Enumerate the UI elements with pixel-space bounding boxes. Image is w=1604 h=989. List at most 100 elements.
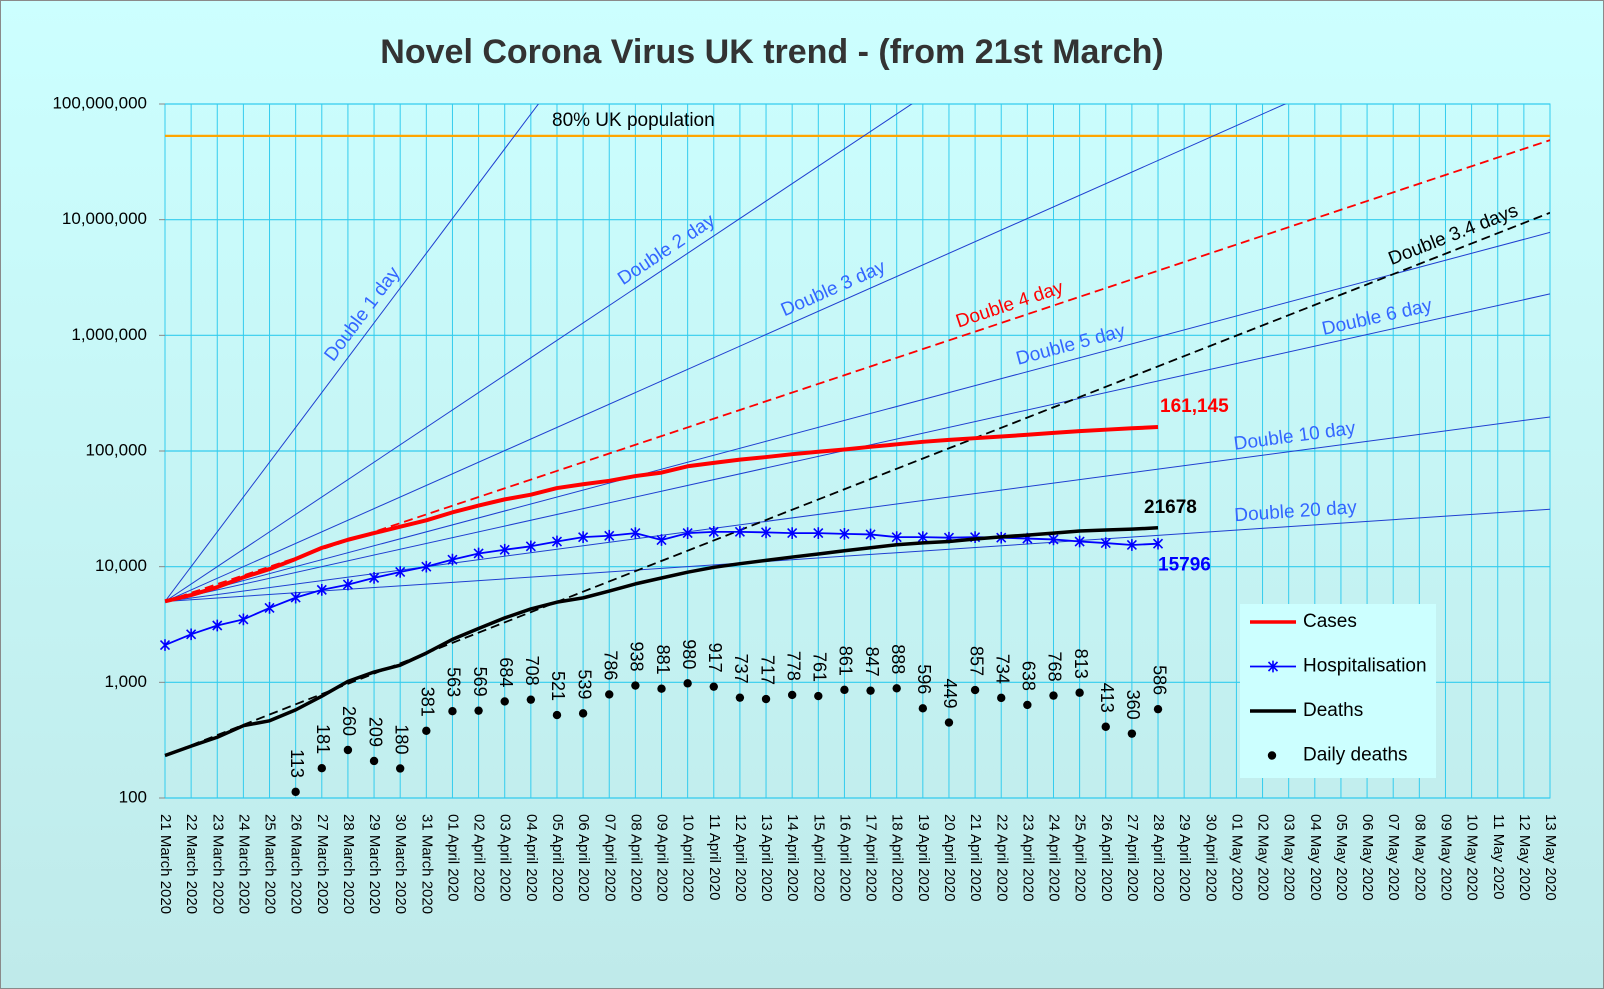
axes: 21 March 2020 22 March 2020 23 March 2020 2… <box>52 93 1559 914</box>
daily-death-dot <box>1023 700 1032 710</box>
end-label: 21678 <box>1144 497 1197 518</box>
legend: Cases Hospitalisation Deaths Daily deaths <box>1240 604 1436 778</box>
x-tick-label: 05 April 2020 <box>549 814 566 902</box>
star-marker <box>656 534 667 546</box>
data-label: 717 <box>757 655 777 685</box>
legend-box <box>1240 604 1436 778</box>
x-tick-label: 30 April 2020 <box>1202 814 1219 902</box>
series: 113 181 260 209 180 381 563 569 684 708 521 539 786 9… <box>159 396 1229 797</box>
daily-death-dot <box>1075 688 1084 697</box>
data-label: 917 <box>705 643 725 673</box>
data-label: 708 <box>522 656 542 686</box>
chart-title: Novel Corona Virus UK trend - (from 21st… <box>380 33 1163 71</box>
doubling-line <box>165 104 1287 602</box>
x-tick-label: 29 March 2020 <box>366 814 383 914</box>
star-marker <box>212 619 223 632</box>
x-tick-label: 12 May 2020 <box>1516 814 1533 901</box>
data-label: 586 <box>1149 665 1169 695</box>
y-tick-label: 1,000 <box>104 672 147 691</box>
daily-death-dot <box>369 756 379 766</box>
star-marker <box>525 540 536 553</box>
doubling-line <box>165 104 913 602</box>
x-tick-label: 25 March 2020 <box>262 814 279 914</box>
data-label: 761 <box>810 652 830 682</box>
star-marker <box>708 525 719 538</box>
x-tick-label: 03 April 2020 <box>497 814 514 902</box>
data-label: 768 <box>1045 652 1065 682</box>
star-marker <box>917 531 928 543</box>
star-marker <box>865 528 876 541</box>
series-line <box>164 425 1159 604</box>
x-tick-label: 07 May 2020 <box>1385 814 1402 901</box>
doubling-line <box>165 104 539 602</box>
x-tick-label: 17 April 2020 <box>863 814 880 902</box>
data-label: 413 <box>1097 683 1117 713</box>
data-label: 521 <box>548 671 568 701</box>
star-marker <box>395 566 406 578</box>
star-marker <box>839 528 850 540</box>
star-marker <box>1152 537 1164 550</box>
grid <box>164 103 1551 799</box>
daily-death-dot <box>500 697 509 706</box>
star-marker <box>186 628 197 641</box>
star-marker <box>760 526 772 539</box>
data-label: 360 <box>1123 690 1143 720</box>
star-marker <box>421 560 432 573</box>
doubling-line <box>165 508 1550 602</box>
legend-label: Cases <box>1303 611 1357 632</box>
daily-death-dot <box>944 718 954 727</box>
daily-death-dot <box>840 685 849 695</box>
star-marker <box>734 525 745 538</box>
x-tick-label: 02 May 2020 <box>1255 814 1272 901</box>
y-tick-label: 100 <box>119 787 147 806</box>
star-marker <box>342 578 353 591</box>
x-tick-label: 06 April 2020 <box>575 814 592 902</box>
x-tick-label: 13 May 2020 <box>1542 814 1559 901</box>
x-tick-label: 11 May 2020 <box>1490 814 1507 900</box>
legend-label: Hospitalisation <box>1303 656 1427 677</box>
star-marker <box>630 527 641 539</box>
daily-death-dot <box>814 691 823 701</box>
data-label: 857 <box>966 646 986 676</box>
daily-death-dot <box>474 706 483 715</box>
x-tick-label: 31 March 2020 <box>418 814 435 914</box>
x-tick-label: 20 April 2020 <box>941 814 958 902</box>
star-marker <box>1126 539 1137 551</box>
daily-death-dot <box>605 690 614 699</box>
data-label: 381 <box>418 687 438 717</box>
legend-swatch <box>1267 751 1277 760</box>
star-marker <box>473 547 484 560</box>
star-marker <box>447 553 458 566</box>
star-marker <box>238 613 249 626</box>
x-tick-label: 01 May 2020 <box>1228 814 1245 901</box>
x-tick-label: 30 March 2020 <box>392 814 409 914</box>
daily-death-dot <box>448 706 457 716</box>
daily-death-dot <box>787 690 797 700</box>
x-tick-label: 08 April 2020 <box>627 814 644 902</box>
data-label: 847 <box>862 647 882 677</box>
y-tick-label: 10,000 <box>95 556 147 575</box>
star-marker <box>813 527 824 539</box>
y-tick-label: 1,000,000 <box>71 325 147 344</box>
daily-death-dot <box>317 763 326 773</box>
x-tick-label: 09 April 2020 <box>654 814 671 902</box>
data-label: 449 <box>940 679 960 709</box>
x-tick-label: 04 April 2020 <box>523 814 540 902</box>
x-tick-label: 27 March 2020 <box>314 814 331 914</box>
star-marker <box>787 527 798 539</box>
data-label: 786 <box>600 650 620 680</box>
doubling-line <box>165 231 1550 602</box>
y-tick-label: 100,000,000 <box>52 93 147 112</box>
data-label: 563 <box>444 667 464 697</box>
daily-death-dot <box>683 679 692 688</box>
x-tick-label: 05 May 2020 <box>1333 814 1350 901</box>
x-tick-label: 22 March 2020 <box>183 814 200 914</box>
x-tick-label: 27 April 2020 <box>1124 814 1141 902</box>
x-tick-label: 08 May 2020 <box>1411 814 1428 901</box>
star-marker <box>891 531 902 543</box>
x-tick-label: 28 March 2020 <box>340 814 357 914</box>
x-tick-label: 26 April 2020 <box>1098 814 1115 902</box>
legend-label: Daily deaths <box>1303 745 1408 766</box>
